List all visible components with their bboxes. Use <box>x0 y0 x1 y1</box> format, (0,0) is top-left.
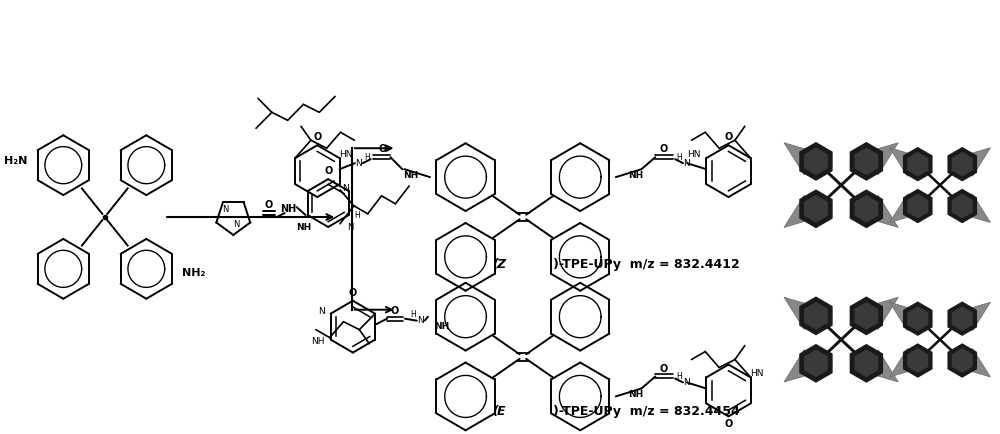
Polygon shape <box>955 302 990 331</box>
Text: N: N <box>342 184 349 193</box>
Text: H: H <box>410 310 416 319</box>
Text: O: O <box>724 132 733 142</box>
Text: N: N <box>684 159 690 168</box>
Text: )-TPE-UPy  m/z = 832.4454: )-TPE-UPy m/z = 832.4454 <box>553 405 739 418</box>
Polygon shape <box>855 303 878 329</box>
Text: N: N <box>355 159 362 168</box>
Text: N: N <box>684 378 690 387</box>
Polygon shape <box>908 153 928 176</box>
Text: O: O <box>659 364 667 374</box>
Polygon shape <box>805 350 827 376</box>
Polygon shape <box>850 143 882 180</box>
Polygon shape <box>904 302 932 335</box>
Text: O: O <box>378 144 387 154</box>
Polygon shape <box>952 307 972 330</box>
Text: HN: HN <box>339 150 352 159</box>
Polygon shape <box>800 190 832 227</box>
Text: HN: HN <box>750 369 764 378</box>
Polygon shape <box>800 345 832 382</box>
Polygon shape <box>890 349 925 377</box>
Text: NH: NH <box>435 322 450 331</box>
Polygon shape <box>784 297 824 329</box>
Polygon shape <box>904 190 932 223</box>
Polygon shape <box>850 190 882 227</box>
Polygon shape <box>948 302 976 335</box>
Polygon shape <box>784 195 824 227</box>
Polygon shape <box>952 194 972 217</box>
Text: NH: NH <box>296 224 312 232</box>
Polygon shape <box>948 344 976 377</box>
Polygon shape <box>952 349 972 372</box>
Text: O: O <box>724 419 733 429</box>
Text: O: O <box>391 306 399 316</box>
Text: Z: Z <box>497 258 506 271</box>
Polygon shape <box>952 153 972 176</box>
Polygon shape <box>858 297 898 329</box>
Text: NH: NH <box>311 337 325 346</box>
Text: O: O <box>659 144 667 154</box>
Polygon shape <box>948 190 976 223</box>
Polygon shape <box>805 148 827 174</box>
Polygon shape <box>908 349 928 372</box>
Polygon shape <box>904 148 932 181</box>
Text: O: O <box>313 132 321 142</box>
Text: NH: NH <box>628 171 643 180</box>
Text: O: O <box>265 200 273 210</box>
Text: H: H <box>354 210 360 220</box>
Polygon shape <box>890 194 925 223</box>
Polygon shape <box>908 194 928 217</box>
Polygon shape <box>855 148 878 174</box>
Text: (: ( <box>492 258 498 271</box>
Polygon shape <box>800 297 832 335</box>
Text: N: N <box>417 316 424 325</box>
Text: O: O <box>349 288 357 298</box>
Text: NH: NH <box>281 204 297 214</box>
Text: NH: NH <box>628 390 643 399</box>
Text: E: E <box>497 405 505 418</box>
Text: (: ( <box>492 405 498 418</box>
Polygon shape <box>784 143 824 175</box>
Text: NH₂: NH₂ <box>182 268 205 278</box>
Text: HN: HN <box>687 150 700 159</box>
Polygon shape <box>800 143 832 180</box>
Text: O: O <box>324 166 332 176</box>
Polygon shape <box>805 303 827 329</box>
Text: H: H <box>676 153 682 162</box>
Polygon shape <box>858 350 898 382</box>
Text: H₂N: H₂N <box>4 156 28 166</box>
Polygon shape <box>858 195 898 227</box>
Text: N: N <box>347 223 353 232</box>
Text: NH: NH <box>403 171 418 180</box>
Polygon shape <box>850 297 882 335</box>
Polygon shape <box>890 148 925 176</box>
Polygon shape <box>955 349 990 377</box>
Polygon shape <box>784 350 824 382</box>
Text: N: N <box>222 204 229 214</box>
Text: N: N <box>233 220 239 230</box>
Polygon shape <box>805 196 827 222</box>
Polygon shape <box>948 148 976 181</box>
Polygon shape <box>955 148 990 176</box>
Polygon shape <box>955 194 990 223</box>
Polygon shape <box>858 143 898 175</box>
Text: H: H <box>364 153 370 162</box>
Polygon shape <box>904 344 932 377</box>
Polygon shape <box>908 307 928 330</box>
Polygon shape <box>850 345 882 382</box>
Polygon shape <box>855 196 878 222</box>
Text: N: N <box>318 307 325 316</box>
Polygon shape <box>890 302 925 331</box>
Polygon shape <box>855 350 878 376</box>
Text: )-TPE-UPy  m/z = 832.4412: )-TPE-UPy m/z = 832.4412 <box>553 258 739 271</box>
Text: H: H <box>676 372 682 381</box>
